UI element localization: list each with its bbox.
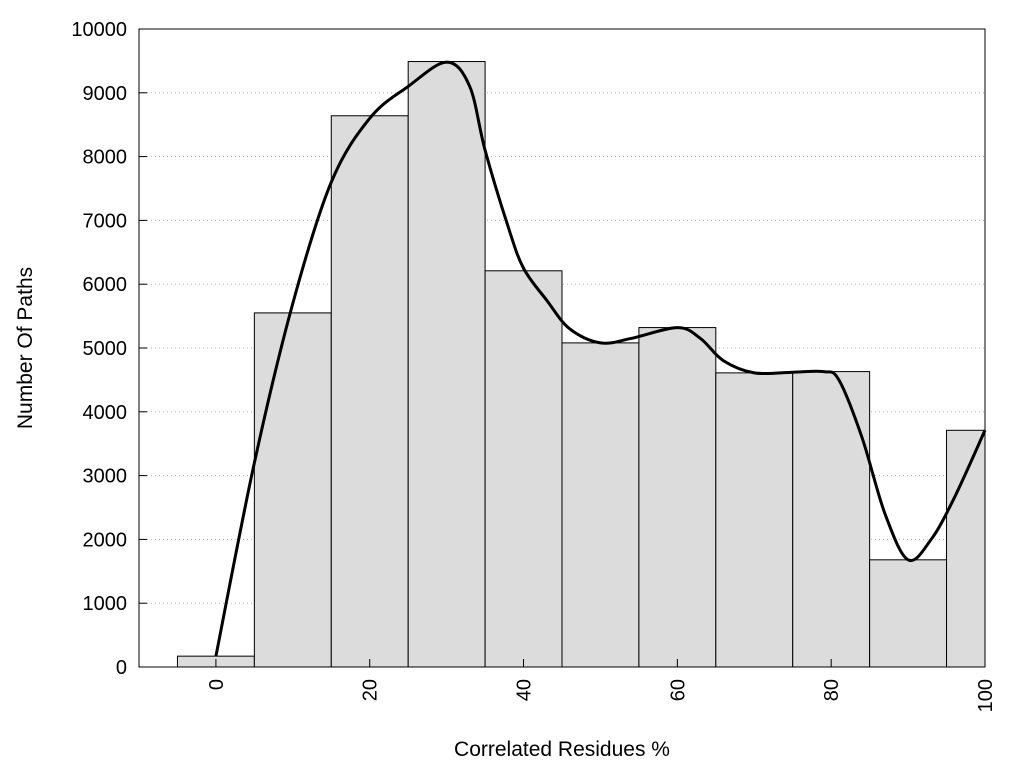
histogram-bar [253, 312, 332, 668]
y-tick-label: 6000 [83, 274, 128, 296]
x-tick-label: 40 [514, 679, 536, 701]
y-axis-title: Number Of Paths [14, 267, 37, 429]
histogram-bar [946, 429, 986, 668]
x-tick-label: 20 [360, 679, 382, 701]
histogram-bar [407, 61, 486, 668]
bars [176, 61, 986, 668]
x-axis-title: Correlated Residues % [454, 738, 670, 761]
y-axis-ticks: 0 1000 2000 3000 4000 5000 6000 7000 8000 9000 100… [71, 19, 147, 679]
x-tick-label: 60 [667, 679, 689, 701]
x-tick-label: 80 [821, 679, 843, 701]
histogram-bar [869, 559, 948, 668]
histogram-bar [715, 372, 794, 668]
y-tick-label: 8000 [83, 147, 128, 169]
x-tick-label: 0 [206, 679, 228, 690]
y-tick-label: 0 [116, 657, 127, 679]
curve-line [214, 60, 987, 657]
y-tick-label: 2000 [83, 529, 128, 551]
y-tick-label: 5000 [83, 338, 128, 360]
histogram-bar [330, 115, 409, 668]
histogram-bar [561, 342, 640, 668]
y-tick-label: 1000 [83, 593, 128, 615]
histogram-bar [792, 371, 871, 668]
x-axis-ticks: 0 20 40 60 80 100 [206, 659, 997, 712]
histogram-bar [484, 270, 563, 668]
y-tick-label: 7000 [83, 210, 128, 232]
y-tick-label: 9000 [83, 83, 128, 105]
x-tick-label: 100 [975, 679, 997, 712]
histogram-bar [638, 327, 717, 668]
smoothed-curve [214, 60, 987, 657]
y-tick-label: 4000 [83, 402, 128, 424]
y-tick-label: 10000 [71, 19, 127, 41]
y-tick-label: 3000 [83, 466, 128, 488]
